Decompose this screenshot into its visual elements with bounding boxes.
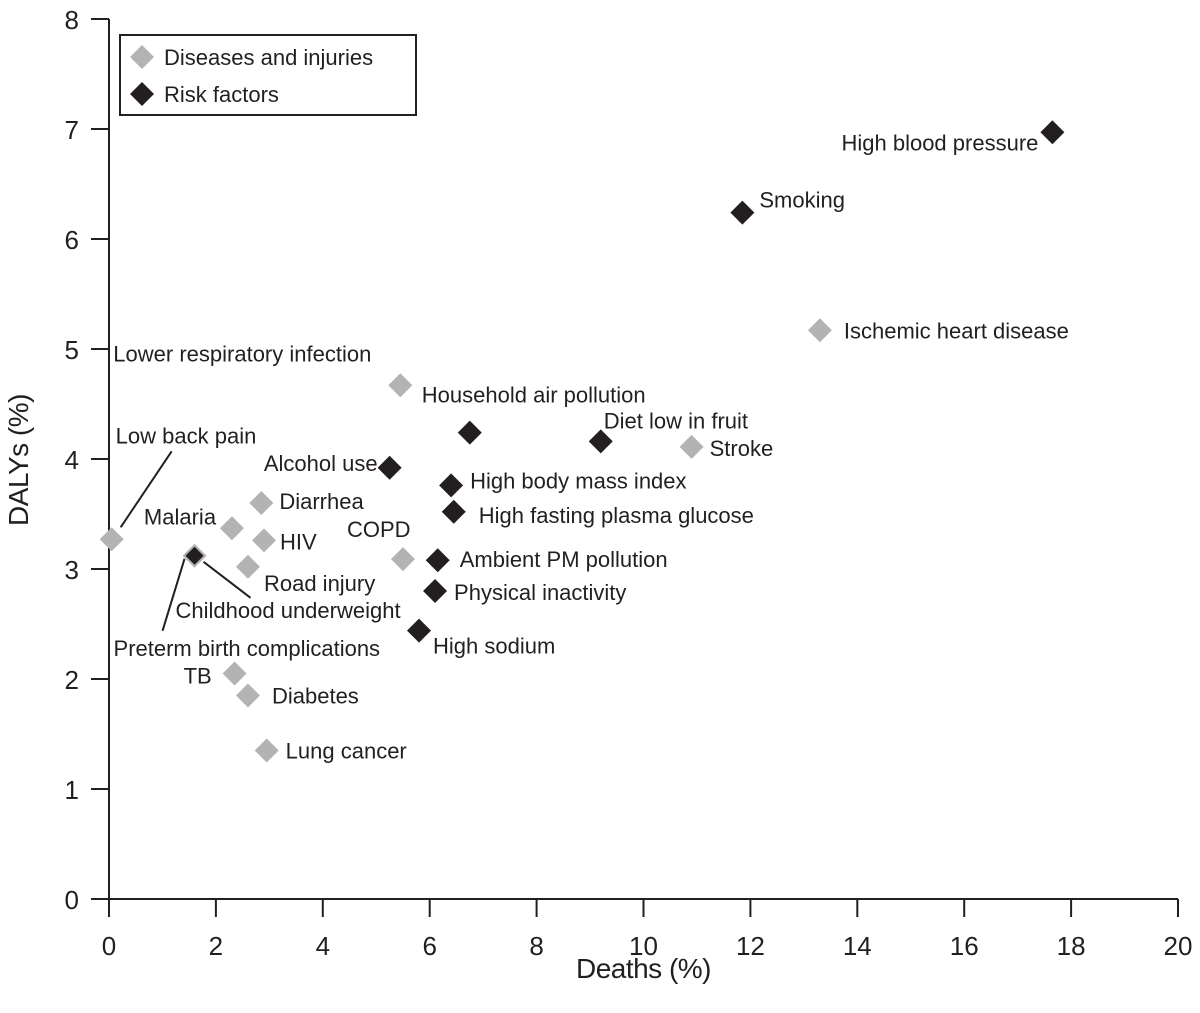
leader-line-childhood-underweight (202, 561, 252, 599)
point-label-tb: TB (184, 664, 212, 689)
legend-label-risk: Risk factors (164, 82, 279, 107)
leader-line-low-back-pain (119, 450, 173, 528)
x-tick-label: 18 (1057, 931, 1086, 961)
point-marker-smoking (730, 200, 755, 225)
x-tick-label: 2 (209, 931, 223, 961)
legend-box (119, 34, 417, 116)
point-marker-diet-low-in-fruit (588, 429, 613, 454)
point-marker-diarrhea (249, 491, 274, 515)
y-tick-label: 6 (65, 225, 79, 255)
point-label-alcohol-use: Alcohol use (264, 451, 378, 476)
point-label-smoking: Smoking (759, 188, 845, 213)
x-tick-label: 20 (1164, 931, 1193, 961)
legend: Diseases and injuries Risk factors (119, 34, 417, 116)
point-labels: Ischemic heart disease Stroke Lower respir… (113, 130, 1069, 763)
point-label-physical-inactivity: Physical inactivity (454, 580, 626, 605)
point-marker-high-fasting-plasma-glucose (441, 499, 466, 524)
point-marker-lung-cancer (254, 738, 279, 763)
point-label-diabetes: Diabetes (272, 684, 359, 709)
point-label-low-back-pain: Low back pain (116, 423, 257, 448)
y-tick-label: 8 (65, 5, 79, 35)
y-tick-label: 0 (65, 885, 79, 915)
point-marker-childhood-underweight (185, 546, 204, 565)
point-label-diet-low-in-fruit: Diet low in fruit (604, 408, 748, 433)
point-marker-physical-inactivity (423, 579, 448, 603)
x-ticks: 0 2 4 6 8 10 12 14 16 18 20 (102, 899, 1193, 961)
point-label-hiv: HIV (280, 529, 317, 554)
legend-label-diseases: Diseases and injuries (164, 45, 373, 70)
point-marker-diabetes (235, 683, 260, 708)
y-ticks: 0 1 2 3 4 5 6 7 8 (65, 5, 109, 915)
point-marker-stroke (679, 434, 704, 459)
y-tick-label: 1 (65, 775, 79, 805)
point-marker-ischemic-heart-disease (807, 318, 832, 343)
y-tick-label: 4 (65, 445, 79, 475)
y-tick-label: 7 (65, 115, 79, 145)
legend-marker-diseases-icon (130, 45, 154, 69)
point-label-ambient-pm-pollution: Ambient PM pollution (460, 547, 668, 572)
legend-marker-risk-icon (130, 82, 154, 106)
point-label-ischemic-heart-disease: Ischemic heart disease (844, 318, 1069, 343)
x-tick-label: 0 (102, 931, 116, 961)
point-label-preterm-birth-complications: Preterm birth complications (114, 636, 381, 661)
point-label-household-air-pollution: Household air pollution (422, 383, 646, 408)
point-marker-high-blood-pressure (1040, 120, 1065, 145)
point-marker-lower-respiratory-infection (388, 373, 413, 398)
x-tick-label: 8 (529, 931, 543, 961)
y-tick-label: 3 (65, 555, 79, 585)
point-label-high-blood-pressure: High blood pressure (841, 130, 1038, 155)
point-label-copd: COPD (347, 517, 411, 542)
point-marker-low-back-pain (99, 527, 124, 552)
x-tick-label: 6 (422, 931, 436, 961)
point-label-high-fasting-plasma-glucose: High fasting plasma glucose (479, 503, 754, 528)
point-marker-ambient-pm-pollution (425, 548, 450, 573)
point-marker-tb (222, 661, 247, 686)
leader-line-preterm-birth-complications (161, 558, 186, 632)
point-label-stroke: Stroke (710, 436, 774, 461)
y-tick-label: 5 (65, 335, 79, 365)
data-points (99, 120, 1065, 763)
point-marker-high-sodium (407, 618, 432, 643)
point-marker-hiv (252, 528, 277, 553)
point-label-lower-respiratory-infection: Lower respiratory infection (113, 341, 371, 366)
point-label-high-sodium: High sodium (433, 634, 555, 659)
point-marker-high-body-mass-index (439, 473, 464, 498)
point-label-high-body-mass-index: High body mass index (470, 468, 686, 493)
x-tick-label: 12 (736, 931, 765, 961)
point-label-malaria: Malaria (144, 504, 217, 529)
point-marker-copd (390, 547, 415, 572)
x-tick-label: 14 (843, 931, 872, 961)
x-tick-label: 4 (316, 931, 330, 961)
y-tick-label: 2 (65, 665, 79, 695)
point-marker-road-injury (235, 554, 260, 579)
point-label-road-injury: Road injury (264, 571, 375, 596)
x-axis-title: Deaths (%) (576, 953, 711, 984)
point-marker-alcohol-use (377, 455, 402, 480)
x-tick-label: 10 (629, 931, 658, 961)
x-tick-label: 16 (950, 931, 979, 961)
y-axis-title: DALYs (%) (3, 394, 34, 526)
point-label-diarrhea: Diarrhea (279, 489, 364, 514)
point-label-childhood-underweight: Childhood underweight (176, 598, 401, 623)
leader-lines (119, 450, 252, 632)
point-marker-household-air-pollution (457, 420, 482, 445)
point-marker-malaria (219, 516, 244, 541)
point-label-lung-cancer: Lung cancer (286, 739, 407, 764)
